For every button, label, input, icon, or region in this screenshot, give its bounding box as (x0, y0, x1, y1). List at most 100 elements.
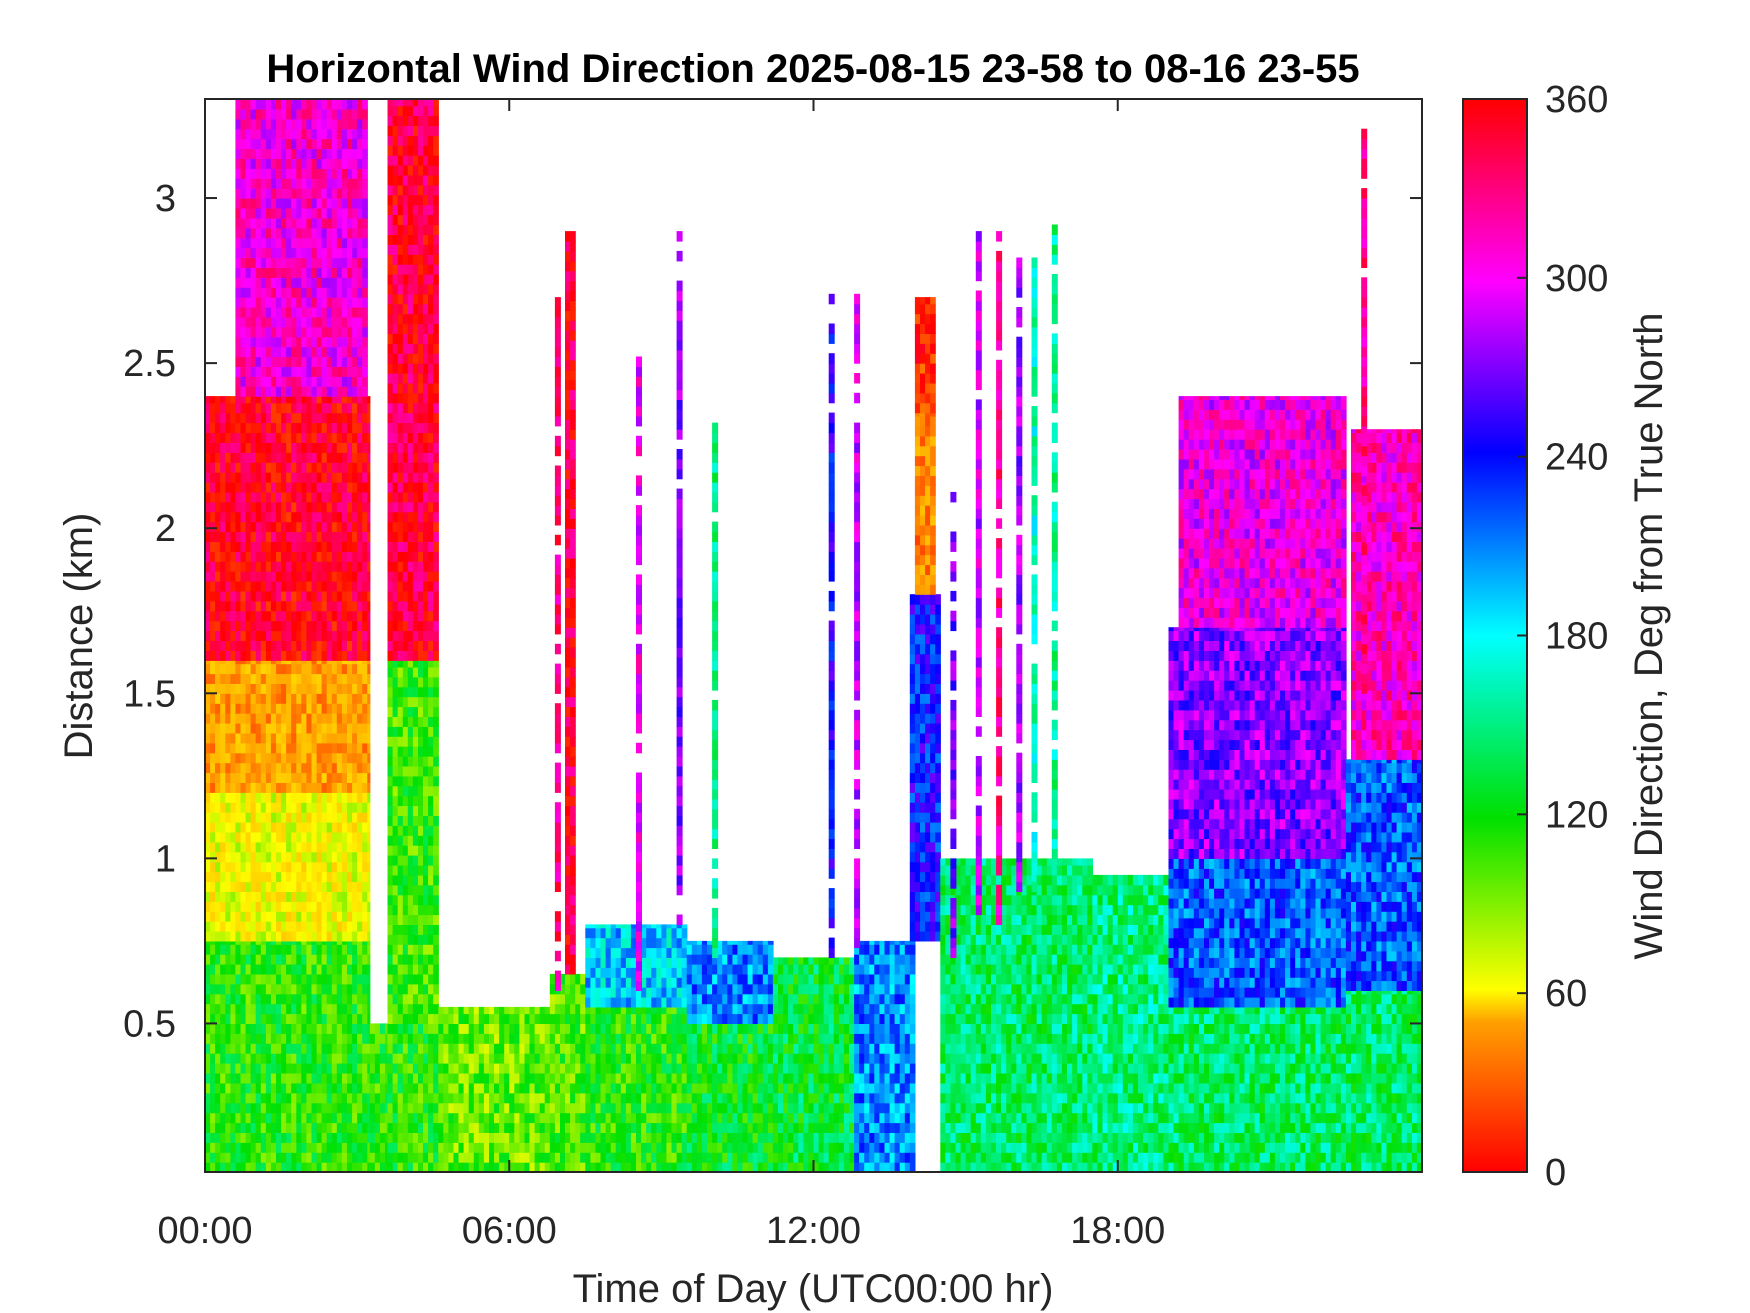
heatmap-cell (331, 148, 338, 159)
heatmap-cell (245, 1082, 252, 1094)
heatmap-cell (397, 155, 404, 166)
heatmap-cell (412, 610, 419, 622)
heatmap-cell (402, 521, 409, 533)
heatmap-cell (374, 1152, 381, 1163)
heatmap-cell (385, 1023, 389, 1034)
heatmap-cell (235, 366, 242, 377)
heatmap-cell (341, 1033, 348, 1044)
heatmap-cell (220, 501, 226, 513)
heatmap-cell (352, 693, 358, 704)
heatmap-cell (357, 531, 363, 542)
heatmap-cell (301, 108, 307, 120)
heatmap-cell (265, 1102, 272, 1114)
heatmap-cell (220, 782, 226, 793)
heatmap-cell (245, 1043, 252, 1054)
heatmap-cell (250, 511, 257, 523)
heatmap-cell (270, 148, 277, 159)
heatmap-cell (412, 765, 419, 777)
heatmap-cell (428, 115, 434, 126)
heatmap-cell (326, 940, 333, 945)
heatmap-cell (230, 1122, 237, 1133)
heatmap-cell (316, 188, 323, 199)
heatmap-cell (423, 184, 429, 196)
heatmap-cell (215, 683, 221, 694)
heatmap-cell (458, 1142, 465, 1153)
heatmap-cell (260, 561, 267, 572)
heatmap-cell (412, 1152, 419, 1163)
heatmap-cell (225, 571, 231, 582)
heatmap-cell (276, 683, 282, 694)
heatmap-cell (301, 1063, 307, 1074)
heatmap-cell (215, 491, 221, 503)
heatmap-cell (423, 462, 429, 473)
heatmap-cell (362, 237, 368, 249)
heatmap-cell (423, 561, 429, 572)
heatmap-cell (433, 795, 439, 807)
heatmap-cell (220, 1013, 226, 1024)
heatmap-cell (245, 346, 252, 358)
heatmap-cell (205, 831, 211, 843)
heatmap-cell (250, 326, 257, 338)
heatmap-cell (423, 422, 429, 434)
heatmap-cell (276, 168, 282, 179)
heatmap-cell (331, 590, 338, 602)
heatmap-cell (341, 600, 348, 612)
heatmap-cell (210, 841, 216, 853)
heatmap-cell (255, 600, 262, 612)
heatmap-cell (255, 356, 262, 367)
heatmap-cell (397, 462, 404, 473)
heatmap-cell (478, 1043, 485, 1054)
heatmap-cell (385, 1122, 389, 1133)
heatmap-cell (433, 924, 439, 935)
heatmap-cell (265, 257, 272, 268)
heatmap-cell (362, 412, 368, 424)
heatmap-cell (291, 954, 297, 965)
heatmap-cell (397, 1053, 404, 1064)
heatmap-cell (352, 198, 358, 209)
heatmap-cell (205, 891, 211, 902)
heatmap-cell (215, 422, 221, 434)
heatmap-cell (215, 1092, 221, 1104)
heatmap-cell (347, 386, 353, 397)
heatmap-cell (418, 650, 424, 661)
heatmap-cell (367, 1102, 371, 1114)
heatmap-cell (306, 993, 313, 1005)
heatmap-cell (514, 1006, 520, 1015)
heatmap-cell (352, 237, 358, 249)
heatmap-cell (210, 673, 216, 684)
heatmap-cell (418, 293, 424, 305)
heatmap-cell (362, 1132, 368, 1143)
heatmap-cell (554, 1003, 561, 1015)
heatmap-cell (245, 802, 252, 813)
heatmap-cell (357, 541, 363, 552)
heatmap-cell (387, 1082, 394, 1094)
heatmap-cell (255, 257, 262, 268)
heatmap-cell (281, 1073, 287, 1084)
heatmap-cell (220, 590, 226, 602)
heatmap-cell (418, 835, 424, 846)
heatmap-cell (235, 267, 242, 278)
heatmap-cell (225, 732, 231, 744)
heatmap-cell (357, 901, 363, 912)
heatmap-cell (407, 924, 414, 935)
heatmap-cell (412, 125, 419, 136)
heatmap-cell (321, 356, 328, 367)
heatmap-cell (281, 841, 287, 853)
heatmap-cell (316, 386, 323, 397)
heatmap-cell (260, 861, 267, 873)
heatmap-cell (478, 1132, 485, 1143)
heatmap-cell (270, 1003, 277, 1015)
heatmap-cell (428, 600, 434, 612)
heatmap-cell (326, 1142, 333, 1153)
heatmap-cell (412, 392, 419, 404)
heatmap-cell (352, 851, 358, 863)
heatmap-cell (357, 663, 363, 675)
heatmap-cell (397, 924, 404, 935)
heatmap-cell (367, 693, 371, 704)
heatmap-cell (306, 571, 313, 582)
heatmap-cell (235, 511, 242, 523)
heatmap-cell (235, 277, 242, 288)
heatmap-cell (397, 620, 404, 632)
heatmap-cell (412, 1132, 419, 1143)
heatmap-cell (331, 752, 338, 764)
